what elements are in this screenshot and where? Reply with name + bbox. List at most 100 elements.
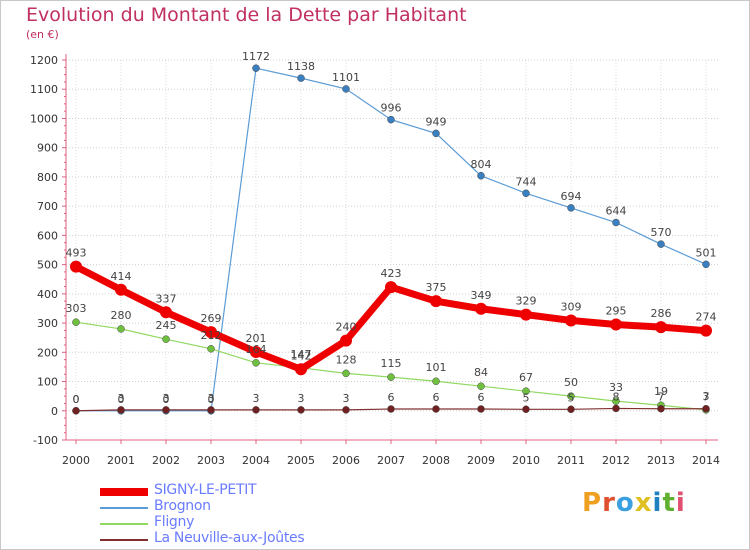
data-label: 115 — [381, 357, 402, 370]
data-label: 3 — [208, 392, 215, 405]
data-label: 6 — [433, 391, 440, 404]
data-label: 804 — [471, 158, 492, 171]
logo-letter: t — [662, 488, 676, 518]
series-layer — [70, 64, 712, 415]
data-label: 644 — [606, 205, 627, 218]
x-tick-label: 2008 — [422, 454, 450, 467]
data-label: 240 — [336, 321, 357, 334]
data-point — [72, 407, 80, 415]
data-label: 1138 — [287, 60, 315, 73]
x-tick-label: 2014 — [692, 454, 720, 467]
data-label: 5 — [568, 391, 575, 404]
legend-swatch — [100, 523, 148, 525]
y-tick-label: -100 — [33, 434, 58, 447]
data-point — [702, 260, 710, 269]
data-point — [432, 377, 440, 385]
x-tick-label: 2010 — [512, 454, 540, 467]
data-point — [567, 405, 575, 414]
data-point — [72, 318, 80, 326]
data-label: 19 — [654, 385, 668, 398]
x-tick-label: 2004 — [242, 454, 270, 467]
data-point — [702, 404, 710, 413]
data-point — [162, 335, 170, 343]
data-label: 3 — [703, 390, 710, 403]
x-tick-label: 2007 — [377, 454, 405, 467]
x-tick-label: 2012 — [602, 454, 630, 467]
data-label: 949 — [426, 115, 447, 128]
data-point — [610, 318, 622, 331]
proxiti-logo: Proxiti — [582, 488, 686, 518]
data-point — [295, 363, 307, 376]
data-label: 493 — [66, 247, 87, 260]
data-label: 0 — [73, 393, 80, 406]
data-label: 7 — [658, 391, 665, 404]
data-point — [117, 406, 125, 414]
data-label: 1101 — [332, 71, 360, 84]
data-label: 3 — [118, 392, 125, 405]
data-point — [252, 406, 260, 414]
data-point — [567, 392, 575, 400]
data-point — [565, 314, 577, 327]
data-point — [522, 387, 530, 395]
data-point — [342, 406, 350, 414]
legend-label: Brognon — [154, 498, 211, 514]
x-tick-label: 2001 — [107, 454, 135, 467]
data-label: 3 — [253, 392, 260, 405]
data-point — [162, 406, 170, 414]
data-label: 501 — [696, 246, 717, 259]
y-tick-label: 1000 — [30, 112, 58, 125]
data-point — [252, 64, 260, 72]
data-point — [477, 172, 485, 180]
data-label: 414 — [111, 270, 132, 283]
legend-swatch — [100, 488, 148, 496]
data-label: 0 — [118, 393, 125, 406]
data-label: 128 — [336, 353, 357, 366]
data-point — [522, 189, 530, 198]
data-label: 286 — [651, 307, 672, 320]
data-point — [160, 306, 172, 319]
data-point — [477, 382, 485, 390]
y-tick-label: 500 — [37, 259, 58, 272]
data-label: 67 — [519, 371, 533, 384]
data-label: 84 — [474, 366, 488, 379]
y-tick-label: 600 — [37, 229, 58, 242]
data-label: 101 — [426, 361, 447, 374]
y-tick-label: 300 — [37, 317, 58, 330]
data-label: 996 — [381, 102, 402, 115]
x-tick-label: 2011 — [557, 454, 585, 467]
data-label: 0 — [208, 393, 215, 406]
data-label: 303 — [66, 302, 87, 315]
data-point — [207, 345, 215, 353]
data-label: 6 — [388, 391, 395, 404]
x-tick-label: 2003 — [197, 454, 225, 467]
x-tick-label: 2002 — [152, 454, 180, 467]
data-label: 3 — [298, 392, 305, 405]
x-tick-label: 2009 — [467, 454, 495, 467]
data-point — [522, 405, 530, 414]
data-point — [700, 324, 712, 337]
data-label: 570 — [651, 226, 672, 239]
data-point — [612, 404, 620, 413]
data-label: 50 — [564, 376, 578, 389]
data-point — [612, 397, 620, 405]
data-label: 274 — [696, 311, 717, 324]
data-point — [432, 405, 440, 413]
data-label: 295 — [606, 305, 627, 318]
y-tick-label: 1100 — [30, 83, 58, 96]
data-point — [657, 240, 665, 248]
logo-letter: P — [582, 488, 603, 518]
data-point — [520, 308, 532, 321]
logo-letter: i — [675, 488, 686, 518]
data-label: 0 — [163, 393, 170, 406]
data-point — [655, 321, 667, 334]
y-tick-label: 0 — [51, 405, 58, 418]
data-point — [567, 204, 575, 212]
logo-letter: o — [615, 488, 635, 518]
chart-title: Evolution du Montant de la Dette par Hab… — [26, 4, 467, 26]
data-label: 337 — [156, 292, 177, 305]
legend-swatch — [100, 507, 148, 509]
data-label: 33 — [609, 381, 623, 394]
